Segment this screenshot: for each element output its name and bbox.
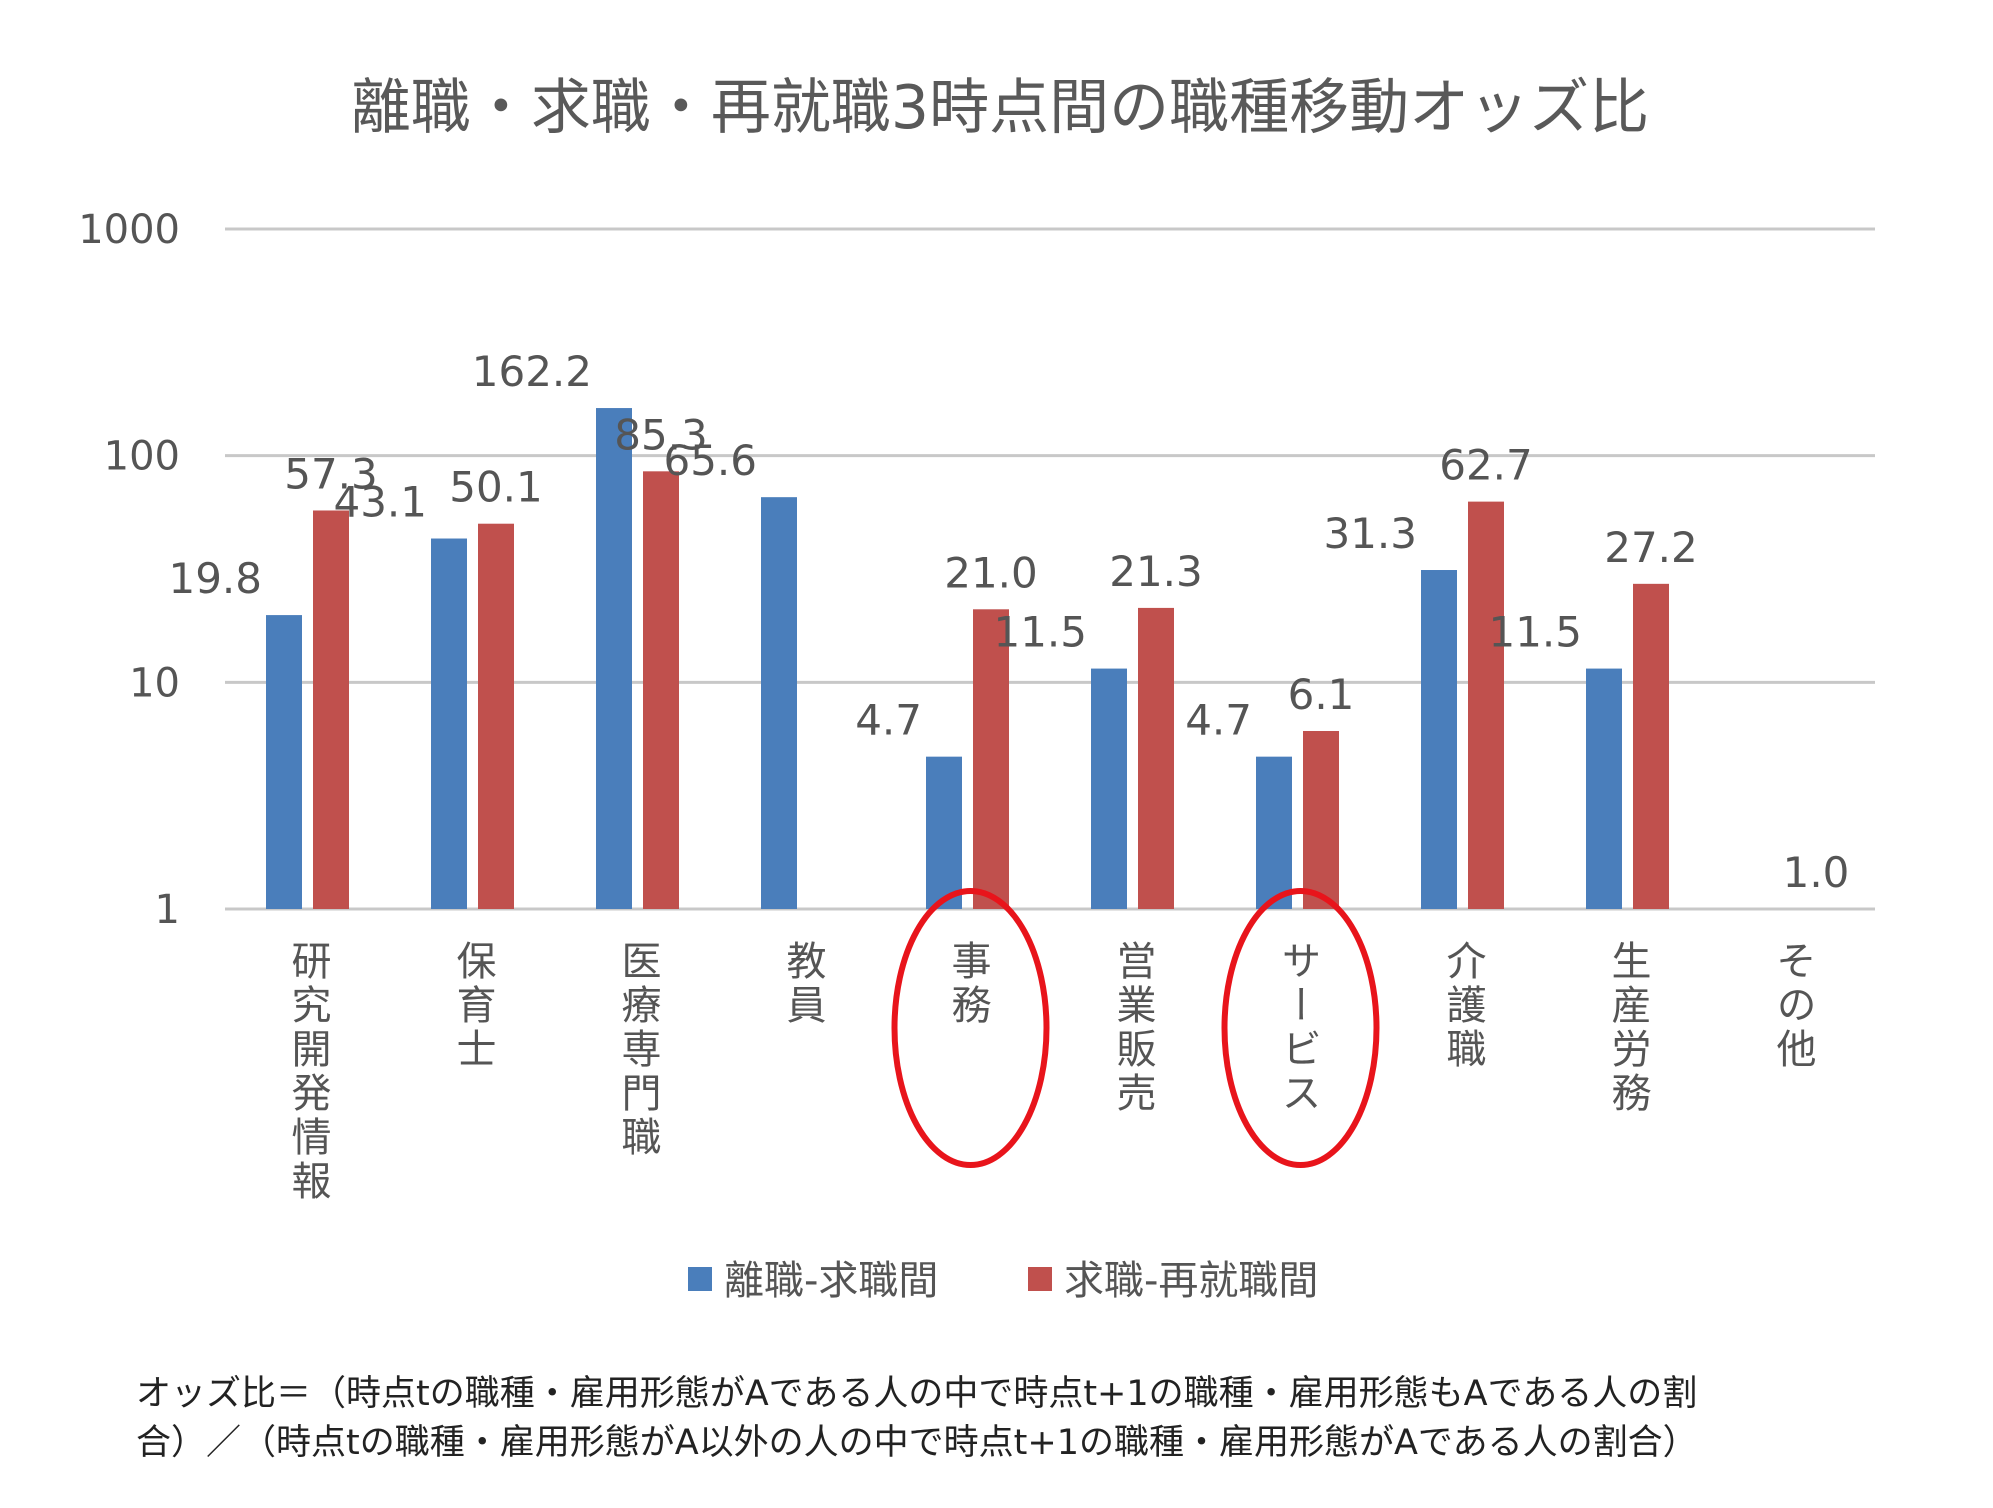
bar-blue	[926, 756, 962, 909]
data-label: 21.0	[944, 548, 1038, 597]
y-tick-label: 10	[129, 660, 180, 706]
data-label: 50.1	[449, 463, 543, 512]
y-tick-label: 100	[104, 434, 180, 480]
bar-blue	[1091, 668, 1127, 909]
bar-blue	[761, 497, 797, 909]
footnote-line-1: オッズ比＝（時点tの職種・雇用形態がAである人の中で時点t+1の職種・雇用形態も…	[136, 1374, 1698, 1414]
bar-red	[973, 609, 1009, 909]
data-label: 11.5	[993, 608, 1087, 657]
bar-blue	[1421, 570, 1457, 909]
data-label: 1.0	[1783, 848, 1850, 897]
bar-red	[1138, 607, 1174, 909]
footnote-line-2: 合）／（時点tの職種・雇用形態がA以外の人の中で時点t+1の職種・雇用形態がAで…	[136, 1423, 1698, 1463]
data-label: 27.2	[1604, 523, 1698, 572]
bar-blue	[596, 408, 632, 909]
y-tick-label: 1000	[78, 207, 180, 253]
category-label: 介護職	[1439, 940, 1486, 1072]
data-label: 85.3	[614, 410, 708, 459]
data-label: 62.7	[1439, 441, 1533, 490]
highlight-circle	[891, 888, 1050, 1168]
category-label: 営業販売	[1109, 940, 1156, 1116]
odds-ratio-chart: 離職・求職・再就職3時点間の職種移動オッズ比 1 10 100 1000 19.8 57.3…	[78, 73, 1875, 1304]
bar-red	[313, 510, 349, 909]
bar-red	[1303, 730, 1339, 909]
data-label: 57.3	[284, 449, 378, 498]
bar-blue	[1586, 668, 1622, 909]
data-label: 65.6	[663, 436, 757, 485]
data-label: 21.3	[1109, 547, 1203, 596]
category-label: 研究開発情報	[284, 940, 331, 1204]
data-label: 162.2	[472, 347, 592, 396]
chart-title: 離職・求職・再就職3時点間の職種移動オッズ比	[351, 73, 1649, 143]
category-label: 医療専門職	[614, 940, 661, 1160]
bar-red	[1468, 501, 1504, 909]
category-label: 保育士	[449, 940, 496, 1072]
category-label: 教員	[779, 940, 826, 1028]
data-label: 31.3	[1323, 509, 1417, 558]
data-label: 4.7	[1185, 696, 1252, 745]
y-tick-label: 1	[155, 887, 180, 933]
data-label: 19.8	[168, 554, 262, 603]
category-label: サービス	[1274, 940, 1321, 1116]
bar-blue	[1256, 756, 1292, 909]
bar-red	[478, 523, 514, 909]
legend-swatch	[688, 1267, 712, 1291]
data-label: 43.1	[333, 478, 427, 527]
bar-red	[1633, 583, 1669, 909]
bar-red	[643, 471, 679, 909]
legend-swatch	[1028, 1267, 1052, 1291]
category-label: 事務	[944, 940, 991, 1028]
bar-blue	[266, 615, 302, 909]
bar-blue	[431, 538, 467, 909]
legend-label: 離職-求職間	[724, 1258, 938, 1304]
data-label: 11.5	[1488, 608, 1582, 657]
data-label: 4.7	[855, 696, 922, 745]
category-label: 生産労務	[1604, 940, 1651, 1116]
highlight-circle	[1221, 888, 1380, 1168]
legend-label: 求職-再就職間	[1064, 1258, 1318, 1304]
category-label: その他	[1769, 940, 1816, 1072]
data-label: 6.1	[1288, 670, 1355, 719]
